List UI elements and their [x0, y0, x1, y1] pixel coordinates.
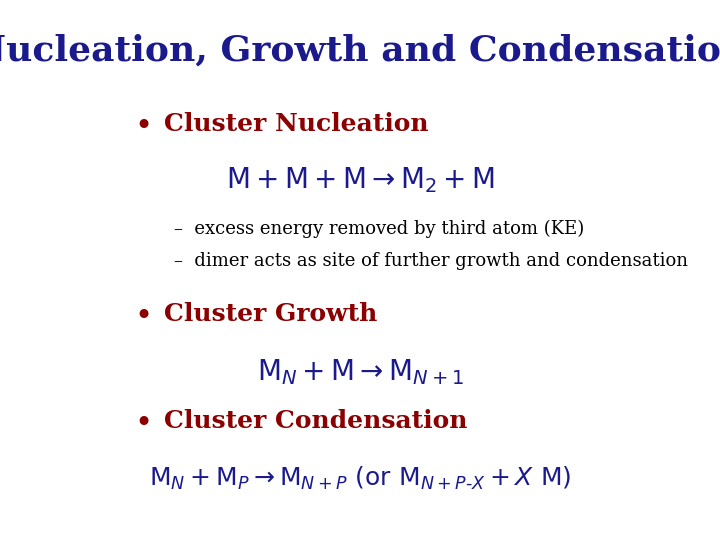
Text: Nucleation, Growth and Condensation: Nucleation, Growth and Condensation: [0, 33, 720, 68]
Text: –  dimer acts as site of further growth and condensation: – dimer acts as site of further growth a…: [174, 252, 688, 269]
Text: •: •: [135, 112, 153, 141]
Text: –  excess energy removed by third atom (KE): – excess energy removed by third atom (K…: [174, 220, 584, 238]
Text: Cluster Condensation: Cluster Condensation: [164, 409, 467, 434]
Text: Cluster Growth: Cluster Growth: [164, 301, 377, 326]
Text: $\mathrm{M + M + M \rightarrow M_2 + M}$: $\mathrm{M + M + M \rightarrow M_2 + M}$: [225, 165, 495, 194]
Text: Cluster Nucleation: Cluster Nucleation: [164, 112, 428, 136]
Text: •: •: [135, 409, 153, 438]
Text: $\mathrm{M_{\mathit{N}} + M_{\mathit{P}} \rightarrow M_{\mathit{N+P}}\ (or\ M_{\: $\mathrm{M_{\mathit{N}} + M_{\mathit{P}}…: [149, 464, 571, 492]
Text: •: •: [135, 301, 153, 330]
Text: $\mathrm{M_{\mathit{N}} + M \rightarrow M_{\mathit{N}+1}}$: $\mathrm{M_{\mathit{N}} + M \rightarrow …: [256, 357, 464, 387]
